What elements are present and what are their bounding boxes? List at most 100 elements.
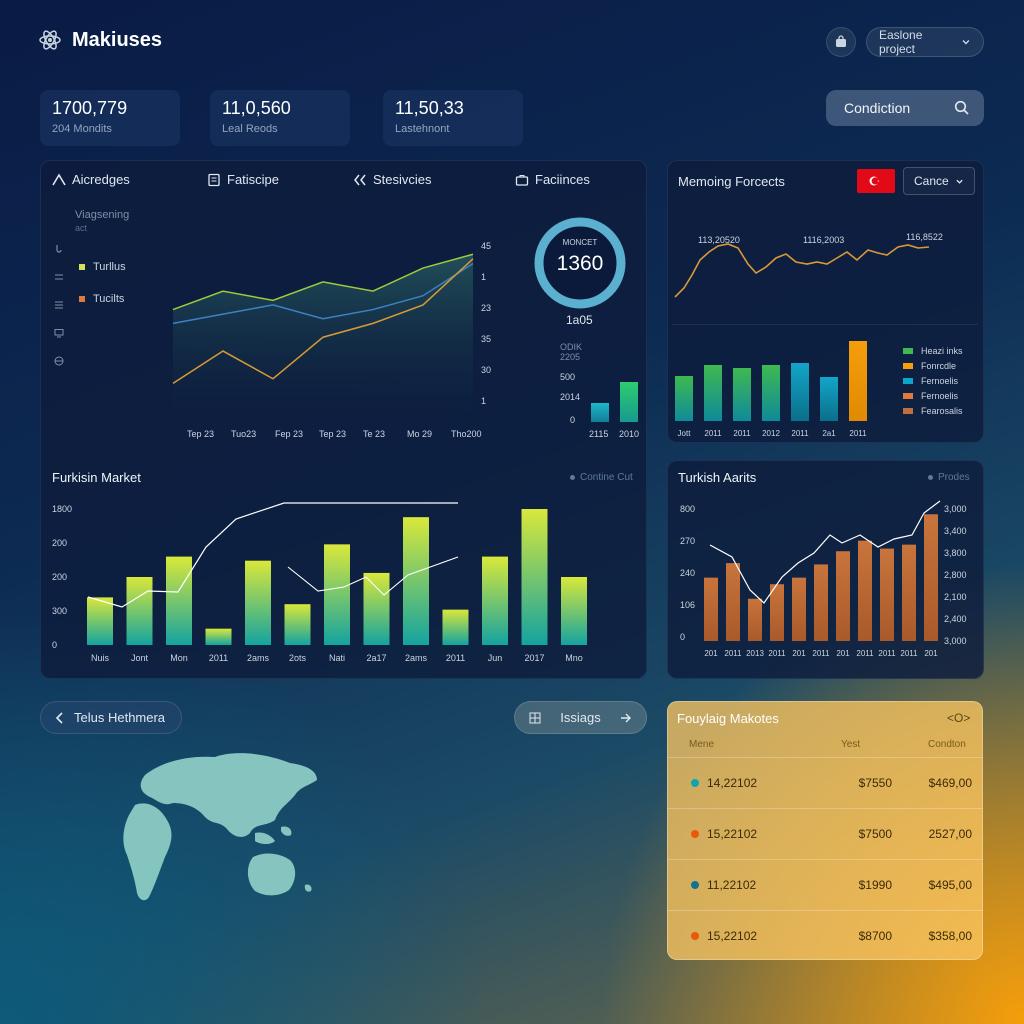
- y-tick-label: 240: [680, 568, 695, 578]
- atom-icon: [39, 30, 61, 50]
- tab-faciinces[interactable]: Faciinces: [515, 172, 590, 187]
- trend-line: [87, 502, 458, 608]
- x-tick-label: 201: [704, 649, 718, 658]
- stat-label: Lastehnont: [395, 123, 450, 135]
- insights-label: Issiags: [560, 710, 601, 725]
- y-tick-label: 1: [481, 272, 486, 282]
- y-tick-label: 1800: [52, 504, 72, 514]
- legend-label: Contine Cut: [580, 472, 633, 483]
- bar: [762, 365, 780, 421]
- table-row[interactable]: 11,22102 $1990 $495,00: [667, 859, 983, 910]
- legend-item: Fernoelis: [903, 391, 963, 401]
- x-tick-label: Mon: [170, 653, 188, 663]
- legend-label: Prodes: [938, 472, 970, 483]
- double-chevron-left-icon: [354, 174, 366, 185]
- list-icon[interactable]: [54, 272, 64, 282]
- bar: [748, 598, 762, 641]
- bar: [442, 609, 469, 645]
- x-tick-label: 2011: [878, 649, 896, 658]
- turkey-flag-icon: [857, 169, 895, 193]
- gauge-value: 1360: [557, 252, 604, 275]
- row-dot: [691, 932, 699, 940]
- project-select[interactable]: Easlone project: [866, 27, 984, 57]
- gauge-label: MONCET: [563, 238, 598, 247]
- following-title: Fouylaig Makotes: [677, 711, 779, 726]
- x-tick-label: 2ams: [247, 653, 270, 663]
- x-tick-label: 2ams: [405, 653, 428, 663]
- map-back-button[interactable]: Telus Hethmera: [40, 701, 182, 734]
- tab-label: Aicredges: [72, 172, 130, 187]
- briefcase-icon: [515, 174, 529, 186]
- y-tick-label: 200: [52, 572, 67, 582]
- x-tick-label: 2017: [524, 653, 544, 663]
- stat-value: 11,50,33: [395, 98, 464, 118]
- bar: [733, 368, 751, 421]
- condition-search-button[interactable]: Condiction: [826, 90, 984, 126]
- forecast-title: Memoing Forcects: [678, 174, 785, 189]
- bar: [849, 341, 867, 421]
- app-title: Makiuses: [72, 28, 163, 51]
- table-row[interactable]: 15,22102 $7500 2527,00: [667, 808, 983, 859]
- row-name: 15,22102: [707, 827, 758, 841]
- chart-peak-icon: [52, 172, 66, 185]
- legend-label: Tucilts: [93, 293, 125, 305]
- x-tick-label: 201: [792, 649, 806, 658]
- menu-icon[interactable]: [54, 300, 64, 310]
- row-dot: [691, 881, 699, 889]
- y-tick-label: 106: [680, 600, 695, 610]
- bar: [482, 556, 508, 645]
- forecast-dropdown[interactable]: Cance: [903, 167, 975, 195]
- legend-item: Heazi inks: [903, 346, 963, 356]
- following-action[interactable]: <O>: [947, 711, 971, 725]
- tab-stesivcies[interactable]: Stesivcies: [353, 172, 432, 187]
- row-condition: $469,00: [928, 776, 972, 790]
- y-tick-label: 23: [481, 303, 491, 313]
- hook-icon[interactable]: [54, 244, 64, 254]
- x-tick-label: 2011: [791, 429, 809, 438]
- x-tick-label: 2011: [849, 429, 867, 438]
- table-header: Yest: [841, 739, 861, 750]
- legend-label: Fernoelis: [921, 391, 959, 401]
- row-dot: [691, 830, 699, 838]
- x-tick-label: 2013: [746, 649, 764, 658]
- mini-bar: [591, 403, 609, 422]
- row-year: $7500: [858, 827, 892, 841]
- x-tick-label: Tep 23: [187, 429, 214, 439]
- tab-aicredges[interactable]: Aicredges: [52, 172, 130, 187]
- bar: [561, 577, 587, 645]
- divider: [672, 324, 978, 325]
- map-button-label: Telus Hethmera: [74, 710, 166, 725]
- monitor-icon[interactable]: [54, 328, 64, 338]
- document-icon: [208, 173, 220, 186]
- y-tick-label: 30: [481, 365, 491, 375]
- x-tick-label: 2011: [724, 649, 742, 658]
- insights-button[interactable]: Issiags: [514, 701, 647, 734]
- turkish-aarts-title: Turkish Aarits: [678, 470, 757, 485]
- y-tick-label: 1: [481, 396, 486, 406]
- x-tick-label: Jun: [488, 653, 503, 663]
- row-name: 14,22102: [707, 776, 758, 790]
- x-tick-label: Mo 29: [407, 429, 432, 439]
- tab-fatiscipe[interactable]: Fatiscipe: [207, 172, 279, 187]
- x-tick-label: 2011: [733, 429, 751, 438]
- bar: [521, 509, 548, 645]
- bag-button[interactable]: [826, 27, 856, 57]
- row-condition: $495,00: [928, 878, 972, 892]
- gauge-sub-value: 1a05: [566, 313, 593, 327]
- table-row[interactable]: 15,22102 $8700 $358,00: [667, 910, 983, 961]
- table-row[interactable]: 14,22102 $7550 $469,00: [667, 757, 983, 808]
- forecast-value: 1116,2003: [803, 235, 845, 245]
- globe-icon[interactable]: [54, 356, 64, 366]
- turkish-market-legend[interactable]: Contine Cut: [570, 472, 633, 483]
- chevron-left-icon: [55, 711, 63, 724]
- bar: [858, 540, 872, 641]
- series-line: [172, 262, 474, 325]
- stat-label: Leal Reods: [222, 123, 278, 135]
- turkish-market-chart: 1800 200 200 300 0 Nuis Jont Mon 2011 2ams 2ots Nat…: [52, 502, 587, 663]
- turkish-aarts-legend[interactable]: Prodes: [928, 472, 970, 483]
- x-tick-label: Mno: [565, 653, 583, 663]
- x-tick-label: 2011: [209, 653, 228, 663]
- x-tick-label: Nuis: [91, 653, 110, 663]
- side-panel-subtitle: act: [75, 223, 88, 233]
- app-logo[interactable]: Makiuses: [38, 28, 162, 52]
